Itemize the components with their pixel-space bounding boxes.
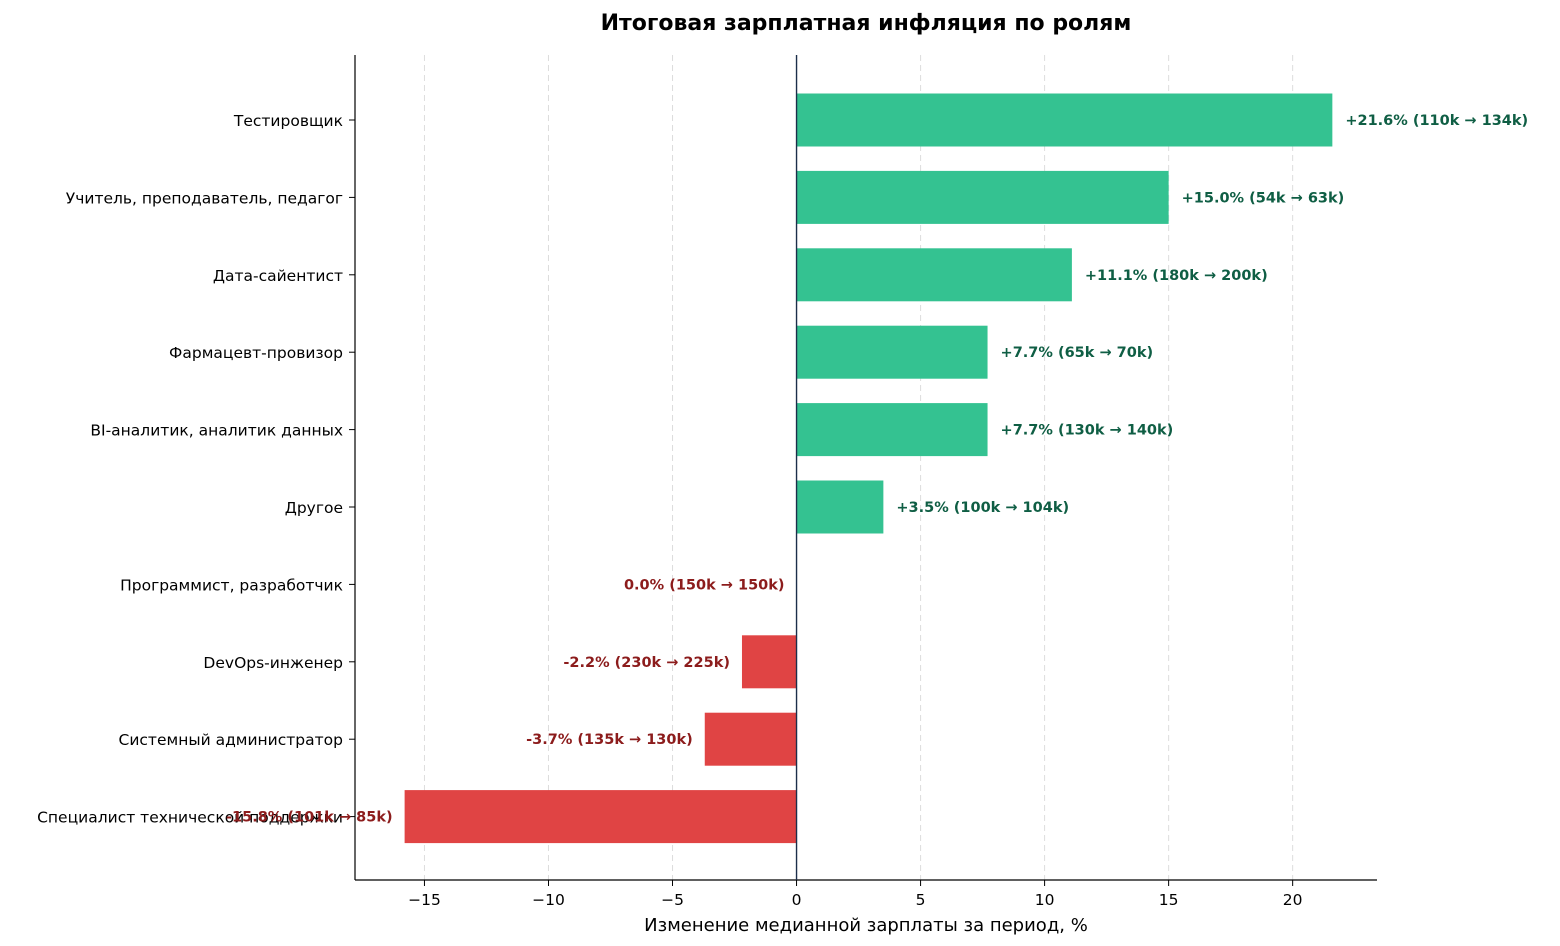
x-tick-label: 15 <box>1159 891 1179 909</box>
bar <box>704 712 797 766</box>
category-label: Дата-сайентист <box>213 267 343 285</box>
bar <box>741 635 797 689</box>
data-label: -2.2% (230k → 225k) <box>563 655 730 671</box>
data-label: +15.0% (54k → 63k) <box>1182 190 1345 206</box>
category-label: Системный администратор <box>119 731 343 749</box>
data-label: -15.8% (101k → 85k) <box>226 810 393 826</box>
data-label: +7.7% (65k → 70k) <box>1001 345 1154 361</box>
bar <box>796 93 1333 147</box>
category-label: Учитель, преподаватель, педагог <box>66 189 343 207</box>
x-tick-label: 0 <box>792 891 802 909</box>
bar <box>796 248 1072 302</box>
x-tick-labels: −15 −10 −5 0 5 10 15 20 <box>408 891 1302 909</box>
category-label: Тестировщик <box>233 112 343 130</box>
x-tick-label: 10 <box>1035 891 1055 909</box>
bar <box>796 403 988 457</box>
chart-title: Итоговая зарплатная инфляция по ролям <box>601 11 1132 36</box>
category-label: Программист, разработчик <box>120 576 343 594</box>
axes <box>349 55 1377 886</box>
data-labels: +21.6% (110k → 134k) +15.0% (54k → 63k) +1… <box>226 113 1528 826</box>
x-axis-label: Изменение медианной зарплаты за период, … <box>644 915 1088 936</box>
bar <box>796 170 1169 224</box>
data-label: 0.0% (150k → 150k) <box>624 577 785 593</box>
category-label: Фармацевт-провизор <box>169 344 343 362</box>
x-tick-label: 20 <box>1283 891 1303 909</box>
bar <box>796 480 884 534</box>
data-label: -3.7% (135k → 130k) <box>526 732 693 748</box>
category-label: Специалист технической поддержки <box>37 809 343 827</box>
data-label: +11.1% (180k → 200k) <box>1085 268 1268 284</box>
grid <box>423 55 1294 880</box>
x-tick-label: −5 <box>661 891 684 909</box>
category-label: Другое <box>285 499 343 517</box>
bars <box>404 93 1333 844</box>
x-tick-label: −15 <box>408 891 441 909</box>
category-label: DevOps-инженер <box>203 654 343 672</box>
category-labels: Тестировщик Учитель, преподаватель, педаг… <box>37 112 343 827</box>
bar <box>796 325 988 379</box>
x-tick-label: 5 <box>916 891 926 909</box>
bar <box>404 790 797 844</box>
data-label: +7.7% (130k → 140k) <box>1001 423 1174 439</box>
category-label: BI-аналитик, аналитик данных <box>90 422 343 440</box>
data-label: +21.6% (110k → 134k) <box>1345 113 1528 129</box>
data-label: +3.5% (100k → 104k) <box>896 500 1069 516</box>
x-tick-label: −10 <box>532 891 565 909</box>
